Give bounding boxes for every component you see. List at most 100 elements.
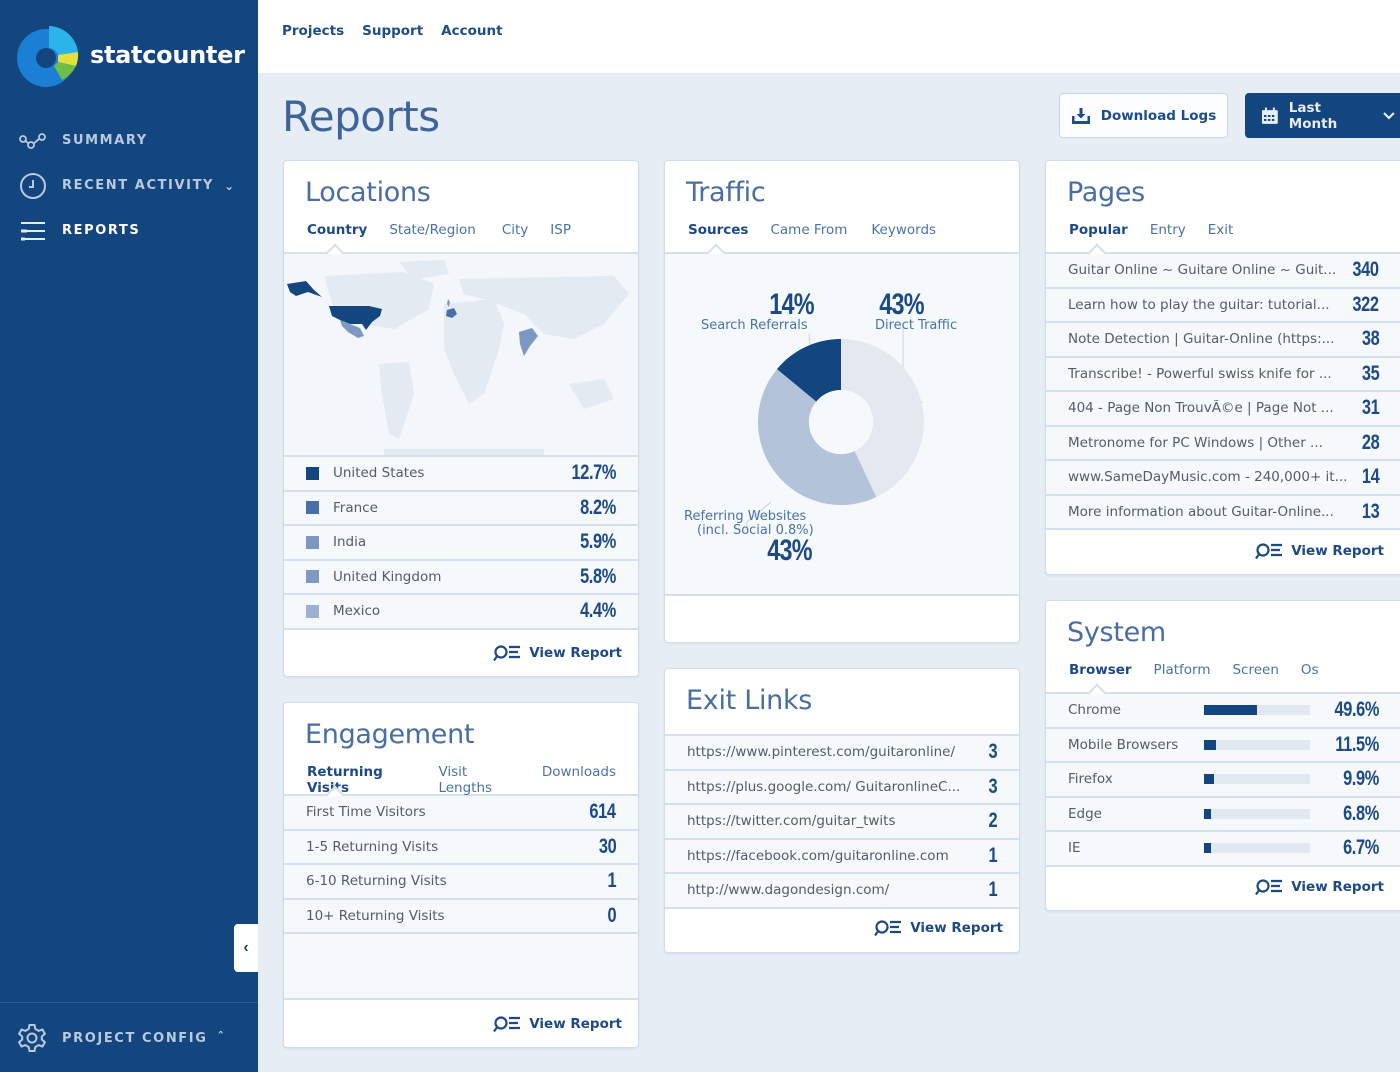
browser-row[interactable]: Firefox 9.9%	[1046, 763, 1400, 798]
exit-link-row[interactable]: https://facebook.com/guitaronline.com 1	[665, 839, 1019, 874]
engagement-row[interactable]: 10+ Returning Visits 0	[284, 899, 638, 934]
sidebar-item-summary[interactable]: SUMMARY	[18, 118, 248, 163]
engagement-list: First Time Visitors 614 1-5 Returning Vi…	[284, 796, 638, 1000]
tab-country[interactable]: Country	[307, 222, 368, 238]
view-report-link[interactable]: View Report	[493, 644, 622, 662]
segment-direct-traffic[interactable]	[841, 339, 924, 498]
share-bar	[1204, 843, 1310, 854]
location-row[interactable]: Mexico 4.4%	[284, 595, 638, 630]
row-value: 2	[988, 809, 997, 833]
exit-links-list: https://www.pinterest.com/guitaronline/ …	[665, 736, 1019, 909]
row-label: 404 - Page Non TrouvÃ©e | Page Not ...	[1068, 400, 1334, 417]
engagement-row[interactable]: 1-5 Returning Visits 30	[284, 830, 638, 865]
direct-traffic-pct: 43%	[879, 288, 924, 321]
nav-link-account[interactable]: Account	[441, 23, 503, 39]
traffic-card: Traffic Sources Came From Keywords 14% S…	[664, 160, 1020, 643]
sidebar-collapse-button[interactable]: ‹	[234, 924, 258, 972]
tab-keywords[interactable]: Keywords	[871, 222, 937, 238]
view-report-link[interactable]: View Report	[874, 919, 1003, 937]
page-row[interactable]: Note Detection | Guitar-Online (https:..…	[1046, 323, 1400, 358]
download-logs-button[interactable]: Download Logs	[1059, 93, 1228, 138]
view-report-link[interactable]: View Report	[1255, 878, 1384, 896]
tab-os[interactable]: Os	[1300, 662, 1319, 678]
search-referrals-pct: 14%	[769, 288, 814, 321]
tab-exit[interactable]: Exit	[1207, 222, 1234, 238]
statcounter-logo[interactable]: statcounter	[16, 22, 245, 88]
exit-link-row[interactable]: https://www.pinterest.com/guitaronline/ …	[665, 736, 1019, 771]
view-report-label: View Report	[1291, 543, 1384, 559]
statcounter-logo-icon	[17, 26, 79, 87]
top-bar: Projects Support Account	[258, 0, 1400, 73]
tab-city[interactable]: City	[501, 222, 529, 238]
share-bar	[1204, 808, 1310, 819]
view-report-label: View Report	[910, 920, 1003, 936]
tab-entry[interactable]: Entry	[1149, 222, 1186, 238]
location-row[interactable]: United States 12.7%	[284, 457, 638, 492]
tab-visit-lengths[interactable]: Visit Lengths	[438, 764, 493, 796]
exit-links-header: Exit Links	[665, 669, 1019, 736]
view-report-link[interactable]: View Report	[493, 1015, 622, 1033]
engagement-empty-area	[284, 934, 638, 1000]
locations-tabs: Country State/Region City ISP	[307, 222, 593, 238]
page-row[interactable]: Guitar Online ~ Guitare Online ~ Guit...…	[1046, 254, 1400, 289]
tab-isp[interactable]: ISP	[550, 222, 571, 238]
browser-row[interactable]: Chrome 49.6%	[1046, 694, 1400, 729]
sidebar-item-recent-activity[interactable]: RECENT ACTIVITY ⌄	[18, 163, 248, 208]
sidebar-item-reports[interactable]: REPORTS	[18, 208, 248, 253]
tab-came-from[interactable]: Came From	[770, 222, 848, 238]
world-map[interactable]	[284, 254, 638, 457]
view-report-link[interactable]: View Report	[1255, 542, 1384, 560]
logo-text: statcounter	[90, 41, 245, 69]
tab-state-region[interactable]: State/Region	[389, 222, 476, 238]
segment-search-referrals[interactable]	[777, 339, 841, 402]
tab-browser[interactable]: Browser	[1069, 662, 1132, 678]
page-row[interactable]: Learn how to play the guitar: tutorial..…	[1046, 288, 1400, 323]
exit-link-row[interactable]: https://twitter.com/guitar_twits 2	[665, 805, 1019, 840]
row-value: 30	[598, 834, 617, 858]
location-row[interactable]: France 8.2%	[284, 491, 638, 526]
download-icon	[1071, 107, 1090, 124]
row-value: 322	[1352, 292, 1380, 316]
engagement-row[interactable]: First Time Visitors 614	[284, 796, 638, 831]
tab-sources[interactable]: Sources	[688, 222, 749, 238]
page-row[interactable]: Metronome for PC Windows | Other ... 28	[1046, 426, 1400, 461]
tab-platform[interactable]: Platform	[1153, 662, 1211, 678]
system-tabs: Browser Platform Screen Os	[1069, 662, 1341, 678]
referring-websites-label: Referring Websites	[684, 509, 807, 524]
page-row[interactable]: Transcribe! - Powerful swiss knife for .…	[1046, 357, 1400, 392]
tab-downloads[interactable]: Downloads	[541, 764, 616, 780]
browser-row[interactable]: Edge 6.8%	[1046, 797, 1400, 832]
pages-header: Pages Popular Entry Exit	[1046, 161, 1400, 254]
tab-returning-visits[interactable]: Returning Visits	[307, 764, 416, 796]
report-search-icon	[493, 645, 521, 662]
row-label: https://www.pinterest.com/guitaronline/	[687, 744, 956, 761]
page-row[interactable]: 404 - Page Non TrouvÃ©e | Page Not ... 3…	[1046, 392, 1400, 427]
nav-link-support[interactable]: Support	[362, 23, 424, 39]
engagement-tabs: Returning Visits Visit Lengths Downloads	[307, 764, 638, 796]
location-row[interactable]: India 5.9%	[284, 526, 638, 561]
segment-referring-websites[interactable]	[757, 369, 877, 506]
exit-link-row[interactable]: https://plus.google.com/ GuitaronlineC..…	[665, 770, 1019, 805]
row-value: 6.8%	[1343, 801, 1379, 825]
browser-row[interactable]: IE 6.7%	[1046, 832, 1400, 867]
card-title: System	[1067, 617, 1166, 648]
sidebar-item-project-config[interactable]: PROJECT CONFIG ˆ	[16, 1022, 226, 1054]
page-row[interactable]: www.SameDayMusic.com - 240,000+ it... 14	[1046, 461, 1400, 496]
share-bar	[1204, 739, 1310, 750]
page-row[interactable]: More information about Guitar-Online... …	[1046, 495, 1400, 530]
row-label: Transcribe! - Powerful swiss knife for .…	[1068, 365, 1332, 382]
browser-list: Chrome 49.6% Mobile Browsers 11.5% Firef…	[1046, 694, 1400, 867]
card-title: Pages	[1067, 177, 1145, 208]
pages-list: Guitar Online ~ Guitare Online ~ Guit...…	[1046, 254, 1400, 530]
row-value: 3	[988, 774, 997, 798]
tab-screen[interactable]: Screen	[1232, 662, 1279, 678]
tab-popular[interactable]: Popular	[1069, 222, 1128, 238]
engagement-row[interactable]: 6-10 Returning Visits 1	[284, 865, 638, 900]
location-row[interactable]: United Kingdom 5.8%	[284, 560, 638, 595]
date-range-dropdown[interactable]: Last Month	[1245, 93, 1400, 138]
exit-link-row[interactable]: http://www.dagondesign.com/ 1	[665, 874, 1019, 909]
download-logs-label: Download Logs	[1100, 107, 1217, 124]
chevron-up-icon: ˆ	[217, 1030, 226, 1046]
browser-row[interactable]: Mobile Browsers 11.5%	[1046, 728, 1400, 763]
nav-link-projects[interactable]: Projects	[282, 23, 345, 39]
